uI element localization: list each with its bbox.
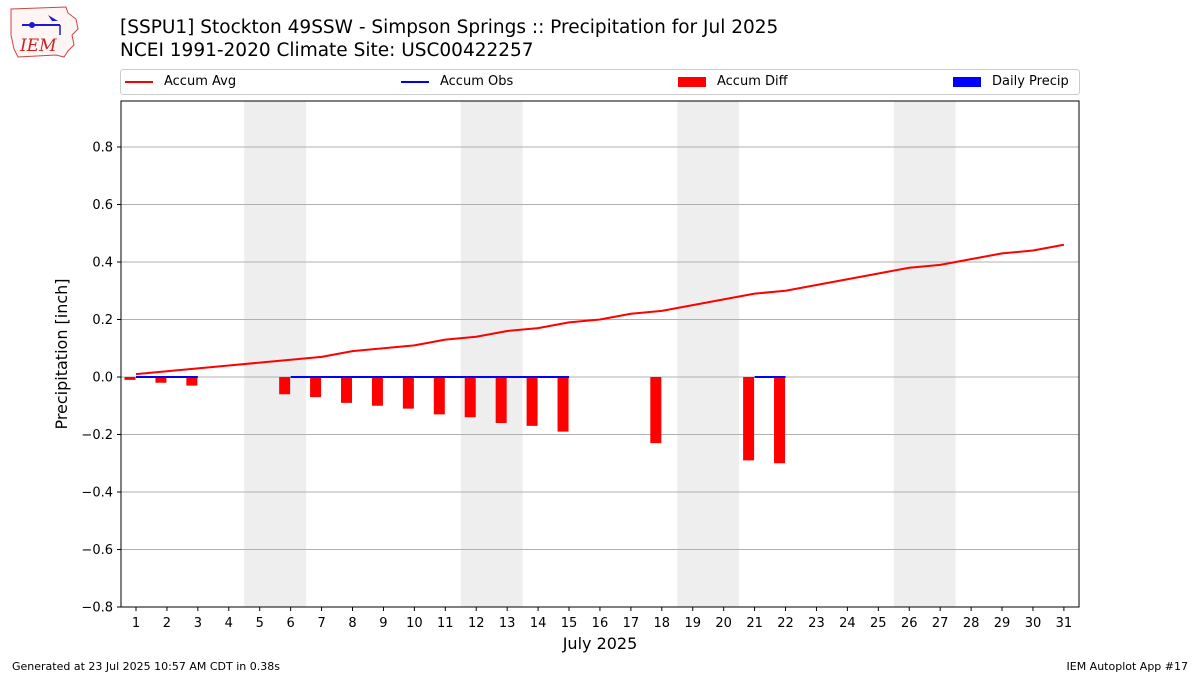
y-tick-label: −0.6 <box>81 543 113 558</box>
x-tick-label: 10 <box>406 616 423 631</box>
y-tick-label: 0.0 <box>92 371 113 386</box>
x-tick-label: 19 <box>684 616 701 631</box>
x-tick-label: 1 <box>132 616 140 631</box>
chart-subtitle: NCEI 1991-2020 Climate Site: USC00422257 <box>120 40 534 61</box>
x-tick-label: 13 <box>499 616 516 631</box>
x-tick-label: 11 <box>437 616 454 631</box>
y-tick-label: −0.8 <box>81 601 113 616</box>
accum-diff-bar <box>402 377 414 409</box>
y-tick-label: 0.8 <box>92 141 113 156</box>
logo-text: IEM <box>19 36 57 56</box>
x-tick-label: 12 <box>468 616 485 631</box>
iowa-state-outline <box>10 6 79 58</box>
x-tick-label: 31 <box>1056 616 1073 631</box>
legend-swatch-accum-obs <box>401 81 429 83</box>
x-tick-label: 8 <box>348 616 356 631</box>
x-tick-label: 23 <box>808 616 825 631</box>
x-tick-label: 27 <box>932 616 949 631</box>
accum-diff-bar <box>774 377 786 464</box>
x-tick-label: 4 <box>225 616 233 631</box>
legend-swatch-daily-precip <box>953 77 981 87</box>
legend-label-accum-diff: Accum Diff <box>717 74 788 89</box>
plot-frame <box>120 100 1080 608</box>
x-tick-label: 14 <box>530 616 547 631</box>
accum-diff-bar <box>186 377 198 386</box>
footer-app-text: IEM Autoplot App #17 <box>1066 660 1189 673</box>
accum-diff-bar <box>155 377 167 383</box>
x-tick-label: 17 <box>623 616 640 631</box>
chart-title: [SSPU1] Stockton 49SSW - Simpson Springs… <box>120 17 779 38</box>
x-tick-label: 9 <box>379 616 387 631</box>
accum-diff-bar <box>526 377 538 426</box>
legend-swatch-accum-avg <box>125 81 153 83</box>
weekend-band <box>244 101 307 607</box>
accum-diff-bar <box>650 377 662 444</box>
x-tick-label: 22 <box>777 616 794 631</box>
accum-diff-bar <box>279 377 291 395</box>
accum-diff-bar <box>371 377 383 406</box>
x-tick-label: 21 <box>746 616 763 631</box>
x-tick-label: 7 <box>317 616 325 631</box>
legend: Accum Avg Accum Obs Accum Diff Daily Pre… <box>120 69 1080 95</box>
y-tick-label: −0.2 <box>81 428 113 443</box>
accum-avg-line <box>135 243 1065 376</box>
x-tick-label: 3 <box>194 616 202 631</box>
accum-diff-bar <box>433 377 445 415</box>
accum-diff-bar <box>464 377 476 418</box>
x-tick-label: 26 <box>901 616 918 631</box>
accum-diff-bar <box>341 377 353 403</box>
accum-diff-bar <box>124 377 136 380</box>
weekend-band <box>677 101 740 607</box>
x-tick-label: 15 <box>561 616 578 631</box>
x-tick-label: 25 <box>870 616 887 631</box>
x-tick-label: 20 <box>715 616 732 631</box>
x-tick-label: 30 <box>1025 616 1042 631</box>
x-tick-label: 18 <box>654 616 671 631</box>
accum-diff-bar <box>743 377 755 461</box>
x-tick-label: 6 <box>287 616 295 631</box>
legend-label-accum-obs: Accum Obs <box>440 74 514 89</box>
x-tick-label: 28 <box>963 616 980 631</box>
plot-series <box>124 243 1065 464</box>
accum-diff-bar <box>495 377 507 423</box>
x-axis-label: July 2025 <box>562 634 638 653</box>
x-tick-label: 16 <box>592 616 609 631</box>
y-tick-label: −0.4 <box>81 486 113 501</box>
iem-logo: IEM <box>10 6 79 58</box>
legend-label-accum-avg: Accum Avg <box>164 74 237 89</box>
x-tick-label: 5 <box>256 616 264 631</box>
footer-generated-text: Generated at 23 Jul 2025 10:57 AM CDT in… <box>12 660 280 673</box>
x-tick-label: 2 <box>163 616 171 631</box>
legend-label-daily-precip: Daily Precip <box>992 74 1069 89</box>
y-tick-label: 0.6 <box>92 198 113 213</box>
legend-swatch-accum-diff <box>678 77 706 87</box>
weekend-band <box>893 101 956 607</box>
y-tick-label: 0.2 <box>92 313 113 328</box>
weekend-band <box>460 101 523 607</box>
y-tick-label: 0.4 <box>92 256 113 271</box>
accum-diff-bar <box>310 377 322 398</box>
x-tick-label: 29 <box>994 616 1011 631</box>
x-tick-label: 24 <box>839 616 856 631</box>
accum-diff-bar <box>557 377 569 432</box>
y-axis-label: Precipitation [inch] <box>52 278 71 429</box>
